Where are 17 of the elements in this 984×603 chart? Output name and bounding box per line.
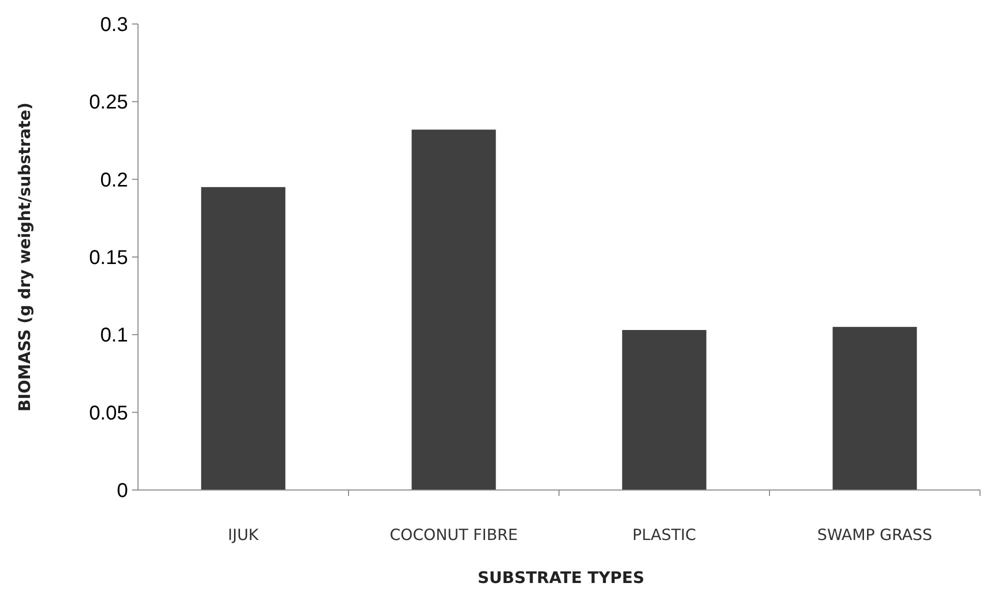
y-tick-label: 0.3 [100, 14, 128, 36]
x-tick-label: COCONUT FIBRE [390, 526, 518, 544]
y-tick-label: 0.05 [89, 402, 128, 424]
bar [412, 130, 496, 490]
bar [201, 187, 286, 490]
bar [622, 330, 706, 490]
y-tick-label: 0.2 [100, 169, 128, 192]
x-tick-label: SWAMP GRASS [817, 526, 932, 544]
x-tick-label: PLASTIC [632, 526, 696, 544]
bar [832, 326, 917, 490]
x-axis-title: SUBSTRATE TYPES [478, 568, 644, 587]
y-tick-label: 0.15 [89, 247, 128, 269]
y-tick-label: 0.1 [100, 324, 128, 347]
x-tick-label: IJUK [228, 526, 260, 544]
y-axis-title: BIOMASS (g dry weight/substrate) [15, 102, 34, 412]
y-tick-label: 0.25 [89, 92, 128, 114]
y-tick-label: 0 [116, 480, 128, 502]
